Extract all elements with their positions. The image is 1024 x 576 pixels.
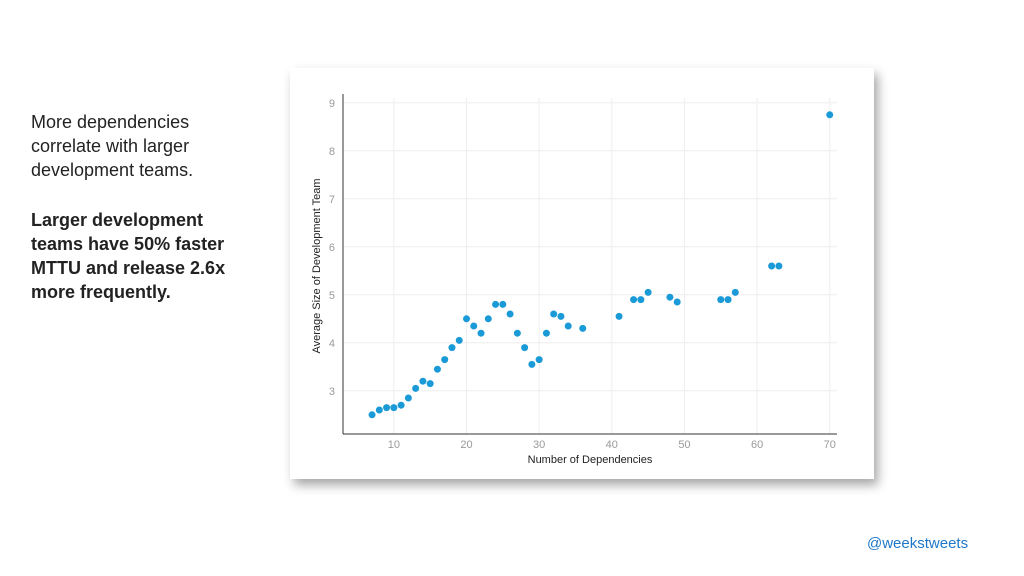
- data-point: [499, 300, 507, 308]
- x-tick-label: 70: [824, 439, 836, 451]
- data-point: [477, 329, 485, 337]
- y-tick-label: 6: [329, 242, 335, 254]
- data-point: [550, 310, 558, 318]
- data-point: [441, 356, 449, 364]
- x-tick-label: 30: [533, 439, 545, 451]
- data-point: [615, 312, 623, 320]
- x-tick-label: 50: [678, 439, 690, 451]
- data-point: [513, 329, 521, 337]
- data-point: [383, 404, 391, 412]
- data-point: [448, 344, 456, 352]
- slide-text: More dependencies correlate with larger …: [31, 110, 251, 304]
- data-point: [826, 111, 834, 119]
- data-point: [775, 262, 783, 270]
- data-point: [433, 365, 441, 373]
- data-point: [492, 300, 500, 308]
- scatter-chart: 10 20 30 40 50 60 70 3 4 5 6 7 8 9 Number of Dependen…: [311, 94, 837, 466]
- chart-axes: [342, 94, 837, 435]
- data-point: [644, 288, 652, 296]
- data-point: [390, 404, 398, 412]
- data-point: [368, 411, 376, 419]
- y-tick-label: 3: [329, 386, 335, 398]
- y-tick-label: 4: [329, 338, 335, 350]
- data-point: [637, 296, 645, 304]
- data-point: [542, 329, 550, 337]
- intro-text: More dependencies correlate with larger …: [31, 112, 194, 180]
- data-point: [470, 322, 478, 330]
- data-point: [404, 394, 412, 402]
- data-point: [768, 262, 776, 270]
- data-point: [397, 401, 405, 409]
- data-point: [412, 384, 420, 392]
- data-point: [426, 380, 434, 388]
- key-statement: Larger development teams have 50% faster…: [31, 210, 226, 302]
- chart-points: [368, 111, 834, 419]
- data-point: [724, 296, 732, 304]
- x-tick-label: 40: [606, 439, 618, 451]
- data-point: [506, 310, 514, 318]
- data-point: [484, 315, 492, 323]
- x-tick-label: 10: [388, 439, 400, 451]
- data-point: [463, 315, 470, 323]
- chart-card: 10 20 30 40 50 60 70 3 4 5 6 7 8 9 Number of Dependen…: [290, 68, 874, 479]
- data-point: [673, 298, 681, 306]
- y-tick-label: 8: [329, 146, 335, 158]
- x-tick-label: 60: [751, 439, 763, 451]
- y-tick-label: 5: [329, 290, 335, 302]
- data-point: [579, 324, 587, 332]
- data-point: [557, 312, 565, 320]
- data-point: [528, 360, 536, 368]
- chart-ticks: 10 20 30 40 50 60 70 3 4 5 6 7 8 9: [329, 98, 836, 451]
- data-point: [666, 293, 674, 301]
- data-point: [564, 322, 572, 330]
- data-point: [455, 336, 463, 344]
- y-tick-label: 7: [329, 194, 335, 206]
- data-point: [535, 356, 543, 364]
- x-tick-label: 20: [460, 439, 472, 451]
- y-axis-label: Average Size of Development Team: [311, 178, 323, 353]
- twitter-handle: @weekstweets: [867, 535, 969, 552]
- x-axis-label: Number of Dependencies: [528, 454, 653, 466]
- data-point: [731, 288, 739, 296]
- data-point: [375, 406, 383, 414]
- chart-grid: [343, 98, 837, 434]
- data-point: [521, 344, 529, 352]
- data-point: [717, 296, 725, 304]
- data-point: [419, 377, 427, 385]
- y-tick-label: 9: [329, 98, 335, 110]
- data-point: [630, 296, 638, 304]
